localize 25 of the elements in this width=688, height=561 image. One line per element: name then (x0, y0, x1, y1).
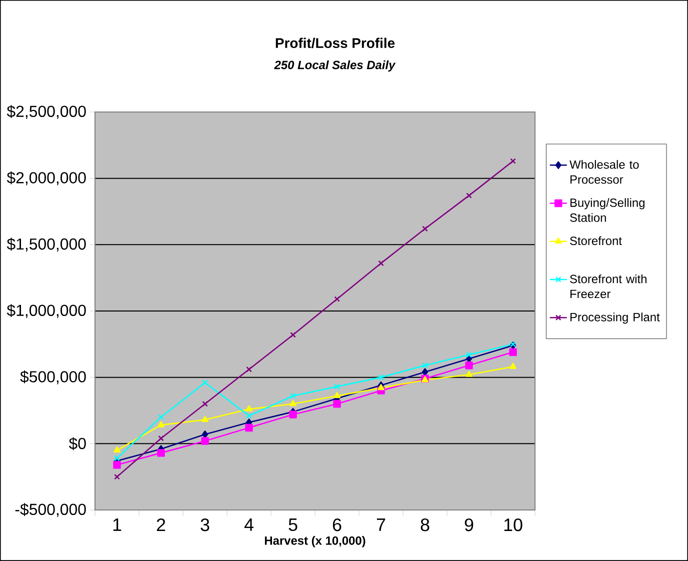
x-tick-label: 2 (156, 518, 166, 532)
x-axis-title: Harvest (x 10,000) (264, 536, 366, 548)
x-tick-label: 6 (332, 518, 342, 532)
y-tick-label: $500,000 (20, 370, 86, 384)
y-tick-label: $0 (68, 437, 86, 450)
y-tick-label: $2,000,000 (6, 171, 86, 186)
chart-subtitle: 250 Local Sales Daily (274, 60, 396, 72)
x-tick-label: 5 (288, 518, 298, 532)
x-tick-label: 7 (376, 518, 386, 531)
legend-label: Storefront (570, 236, 622, 246)
x-tick-label: 1 (113, 518, 122, 531)
legend-label: Buying/Selling Station (570, 198, 644, 222)
x-tick-label: 8 (420, 518, 430, 532)
y-tick-label: $1,500,000 (6, 238, 86, 252)
legend-label: Wholesale to Processor (570, 160, 639, 184)
x-tick-label: 9 (464, 518, 474, 532)
x-tick-label: 3 (200, 518, 210, 532)
y-tick-label: $1,000,000 (6, 304, 86, 318)
chart-title: Profit/Loss Profile (276, 38, 395, 48)
legend-label: Processing Plant (570, 312, 660, 324)
x-tick-label: 10 (504, 518, 522, 532)
legend-label: Storefront with Freezer (570, 274, 646, 298)
x-tick-label: 4 (244, 518, 254, 531)
y-tick-label: $2,500,000 (6, 105, 86, 119)
y-tick-label: -$500,000 (15, 503, 86, 517)
